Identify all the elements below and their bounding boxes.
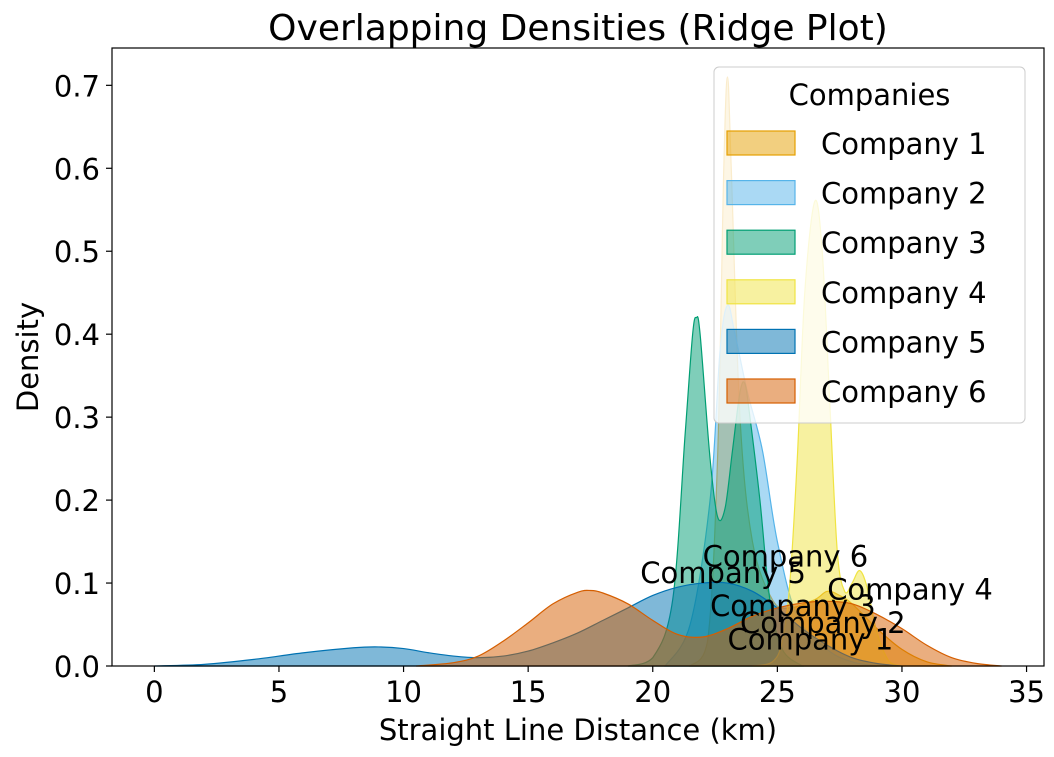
y-tick-label: 0.0 — [54, 650, 100, 684]
density-area-3 — [627, 316, 804, 667]
legend-swatch-4 — [726, 279, 796, 305]
legend-swatch-6 — [726, 378, 796, 404]
y-tick-label: 0.5 — [54, 235, 100, 269]
x-tick-label: 30 — [884, 675, 921, 709]
x-axis-label: Straight Line Distance (km) — [379, 713, 777, 747]
chart-title: Overlapping Densities (Ridge Plot) — [268, 8, 888, 49]
legend-swatch-1 — [726, 130, 796, 156]
y-axis-label: Density — [11, 302, 45, 412]
x-tick-label: 10 — [385, 675, 422, 709]
x-tick-label: 20 — [634, 675, 671, 709]
series-annotation-5: Company 5 — [640, 556, 806, 590]
series-annotation-2: Company 2 — [740, 606, 906, 640]
legend-label-4: Company 4 — [821, 276, 987, 310]
series-annotation-1: Company 1 — [728, 622, 894, 656]
x-axis-ticks: 0 5 10 15 20 25 30 35 — [145, 666, 1045, 709]
y-tick-label: 0.4 — [54, 318, 100, 352]
legend-label-2: Company 2 — [821, 177, 987, 211]
legend-label-3: Company 3 — [821, 226, 987, 260]
y-tick-label: 0.6 — [54, 152, 100, 186]
legend-label-5: Company 5 — [821, 325, 987, 359]
y-tick-label: 0.1 — [54, 567, 100, 601]
legend-swatch-3 — [726, 229, 796, 255]
legend-swatch-5 — [726, 328, 796, 354]
y-tick-label: 0.7 — [54, 69, 100, 103]
x-tick-label: 35 — [1008, 675, 1045, 709]
plot-frame — [111, 47, 1045, 667]
series-annotation-6: Company 6 — [703, 539, 869, 573]
legend-label-1: Company 1 — [821, 127, 987, 161]
legend-swatch-2 — [726, 180, 796, 206]
legend-label-6: Company 6 — [821, 375, 987, 409]
density-area-6 — [415, 589, 1002, 667]
series-annotation-4: Company 4 — [827, 573, 993, 607]
y-tick-label: 0.2 — [54, 484, 100, 518]
legend-items: Company 1 Company 2 Company 3 Company 4 Comp… — [726, 127, 987, 409]
x-tick-label: 15 — [510, 675, 547, 709]
y-tick-label: 0.3 — [54, 401, 100, 435]
x-tick-label: 25 — [759, 675, 796, 709]
legend-title: Companies — [789, 78, 951, 112]
y-axis-ticks: 0.0 0.1 0.2 0.3 0.4 0.5 0.6 0.7 — [54, 69, 112, 684]
x-tick-label: 5 — [270, 675, 288, 709]
x-tick-label: 0 — [145, 675, 163, 709]
series-annotation-3: Company 3 — [710, 589, 876, 623]
